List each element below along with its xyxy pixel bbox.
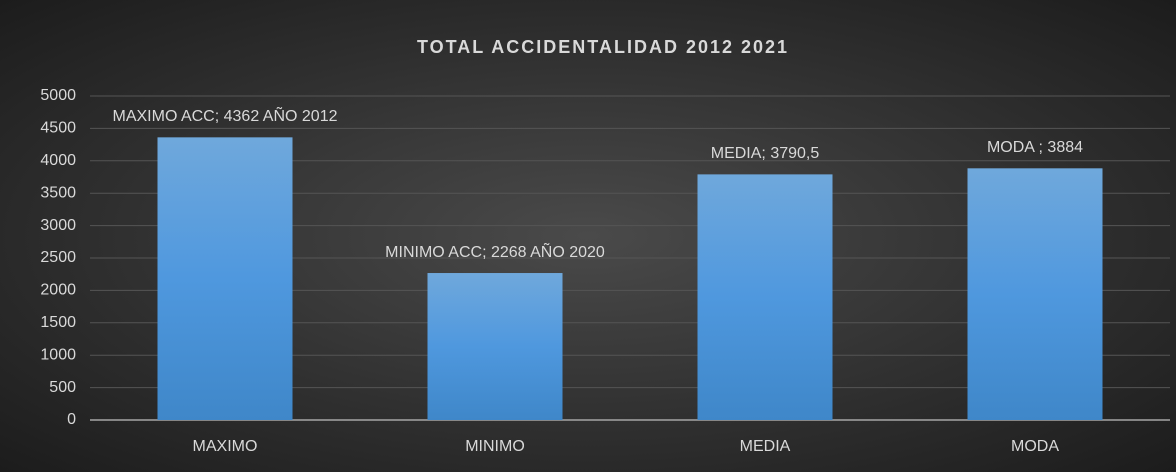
y-tick-label: 500	[49, 379, 76, 396]
data-label: MAXIMO ACC; 4362 AÑO 2012	[112, 108, 338, 126]
bar	[697, 174, 833, 420]
y-tick-label: 4500	[40, 120, 76, 137]
y-tick-label: 2000	[40, 282, 76, 299]
bar	[967, 168, 1103, 420]
bar	[157, 137, 293, 420]
bar	[427, 273, 563, 420]
y-tick-label: 2500	[40, 249, 76, 266]
y-tick-label: 1500	[40, 314, 76, 331]
data-label: MODA ; 3884	[986, 139, 1084, 157]
y-tick-label: 0	[67, 411, 76, 428]
y-tick-label: 3500	[40, 184, 76, 201]
data-label: MEDIA; 3790,5	[710, 145, 820, 163]
x-tick-label: MEDIA	[740, 438, 791, 455]
x-tick-label: MAXIMO	[193, 438, 258, 455]
y-tick-label: 1000	[40, 346, 76, 363]
x-tick-label: MINIMO	[465, 438, 525, 455]
y-tick-label: 4000	[40, 152, 76, 169]
data-label: MINIMO ACC; 2268 AÑO 2020	[385, 244, 605, 262]
y-tick-label: 3000	[40, 217, 76, 234]
chart-title: TOTAL ACCIDENTALIDAD 2012 2021	[417, 37, 789, 57]
x-tick-label: MODA	[1011, 438, 1059, 455]
y-tick-label: 5000	[40, 87, 76, 104]
